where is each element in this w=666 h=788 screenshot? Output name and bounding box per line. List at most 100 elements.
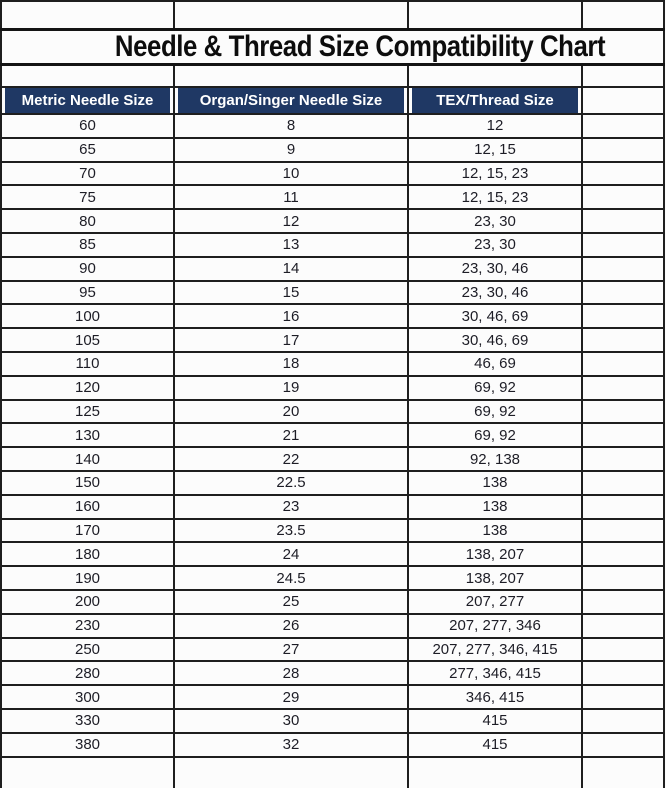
cell: 12, 15, 23 bbox=[407, 160, 583, 187]
empty-cell bbox=[581, 136, 665, 163]
cell: 24 bbox=[173, 541, 409, 568]
cell: 60 bbox=[0, 113, 175, 139]
cell: 277, 346, 415 bbox=[407, 660, 583, 687]
cell: 28 bbox=[173, 660, 409, 687]
empty-cell bbox=[581, 113, 665, 139]
cell: 30, 46, 69 bbox=[407, 303, 583, 330]
table-row: 80 12 23, 30 bbox=[0, 208, 665, 234]
cell: 70 bbox=[0, 160, 175, 187]
empty-cell bbox=[581, 684, 665, 710]
cell: 160 bbox=[0, 493, 175, 520]
cell: 130 bbox=[0, 422, 175, 449]
cell: 17 bbox=[173, 327, 409, 353]
title-row: Needle & Thread Size Compatibility Chart bbox=[0, 28, 665, 66]
table-row: 140 22 92, 138 bbox=[0, 446, 665, 472]
empty-cell bbox=[0, 755, 175, 788]
empty-cell bbox=[0, 63, 175, 88]
empty-cell bbox=[581, 731, 665, 758]
cell: 11 bbox=[173, 184, 409, 211]
table-row: 190 24.5 138, 207 bbox=[0, 565, 665, 591]
chart-title-cell: Needle & Thread Size Compatibility Chart bbox=[0, 28, 665, 66]
table-row: 230 26 207, 277, 346 bbox=[0, 612, 665, 639]
empty-cell bbox=[581, 63, 665, 88]
cell: 170 bbox=[0, 517, 175, 544]
cell: 30, 46, 69 bbox=[407, 327, 583, 353]
empty-cell bbox=[581, 255, 665, 282]
cell: 32 bbox=[173, 731, 409, 758]
chart-title: Needle & Thread Size Compatibility Chart bbox=[114, 30, 606, 63]
cell: 25 bbox=[173, 588, 409, 615]
table-row: 95 15 23, 30, 46 bbox=[0, 279, 665, 306]
empty-cell bbox=[407, 63, 583, 88]
cell: 26 bbox=[173, 612, 409, 639]
cell: 27 bbox=[173, 636, 409, 663]
cell: 14 bbox=[173, 255, 409, 282]
cell: 90 bbox=[0, 255, 175, 282]
cell: 21 bbox=[173, 422, 409, 449]
cell: 105 bbox=[0, 327, 175, 353]
empty-cell bbox=[581, 208, 665, 234]
table-row: 100 16 30, 46, 69 bbox=[0, 303, 665, 330]
table-row: 60 8 12 bbox=[0, 113, 665, 139]
cell: 15 bbox=[173, 279, 409, 306]
top-empty-row bbox=[0, 0, 665, 31]
empty-cell bbox=[581, 422, 665, 449]
column-header-metric-needle-size: Metric Needle Size bbox=[0, 86, 175, 115]
table-row: 125 20 69, 92 bbox=[0, 398, 665, 425]
column-header-label: Organ/Singer Needle Size bbox=[178, 89, 404, 112]
table-row: 330 30 415 bbox=[0, 707, 665, 734]
cell: 207, 277, 346 bbox=[407, 612, 583, 639]
empty-cell bbox=[581, 303, 665, 330]
cell: 69, 92 bbox=[407, 374, 583, 401]
empty-cell bbox=[581, 660, 665, 687]
table-row: 150 22.5 138 bbox=[0, 469, 665, 496]
header-row: Metric Needle Size Organ/Singer Needle S… bbox=[0, 86, 665, 115]
empty-cell bbox=[581, 541, 665, 568]
cell: 30 bbox=[173, 707, 409, 734]
cell: 120 bbox=[0, 374, 175, 401]
empty-cell bbox=[581, 184, 665, 211]
table-row: 75 11 12, 15, 23 bbox=[0, 184, 665, 211]
cell: 250 bbox=[0, 636, 175, 663]
empty-cell bbox=[581, 446, 665, 472]
cell: 138, 207 bbox=[407, 565, 583, 591]
cell: 23.5 bbox=[173, 517, 409, 544]
cell: 110 bbox=[0, 350, 175, 377]
empty-cell bbox=[407, 755, 583, 788]
cell: 9 bbox=[173, 136, 409, 163]
cell: 19 bbox=[173, 374, 409, 401]
cell: 415 bbox=[407, 707, 583, 734]
table-row: 110 18 46, 69 bbox=[0, 350, 665, 377]
cell: 207, 277 bbox=[407, 588, 583, 615]
cell: 69, 92 bbox=[407, 398, 583, 425]
table-row: 120 19 69, 92 bbox=[0, 374, 665, 401]
empty-cell bbox=[581, 279, 665, 306]
cell: 22 bbox=[173, 446, 409, 472]
empty-cell bbox=[581, 374, 665, 401]
empty-cell bbox=[581, 707, 665, 734]
table-row: 105 17 30, 46, 69 bbox=[0, 327, 665, 353]
cell: 85 bbox=[0, 231, 175, 258]
cell: 12, 15, 23 bbox=[407, 184, 583, 211]
empty-cell bbox=[581, 327, 665, 353]
table-row: 160 23 138 bbox=[0, 493, 665, 520]
cell: 138 bbox=[407, 469, 583, 496]
table-row: 380 32 415 bbox=[0, 731, 665, 758]
cell: 125 bbox=[0, 398, 175, 425]
cell: 100 bbox=[0, 303, 175, 330]
empty-cell bbox=[581, 493, 665, 520]
table-row: 65 9 12, 15 bbox=[0, 136, 665, 163]
cell: 207, 277, 346, 415 bbox=[407, 636, 583, 663]
empty-cell bbox=[173, 755, 409, 788]
cell: 29 bbox=[173, 684, 409, 710]
cell: 24.5 bbox=[173, 565, 409, 591]
empty-cell bbox=[173, 63, 409, 88]
bottom-empty-row bbox=[0, 755, 665, 788]
empty-cell bbox=[581, 398, 665, 425]
cell: 23, 30 bbox=[407, 231, 583, 258]
cell: 138 bbox=[407, 493, 583, 520]
cell: 65 bbox=[0, 136, 175, 163]
column-header-label: Metric Needle Size bbox=[5, 89, 170, 112]
